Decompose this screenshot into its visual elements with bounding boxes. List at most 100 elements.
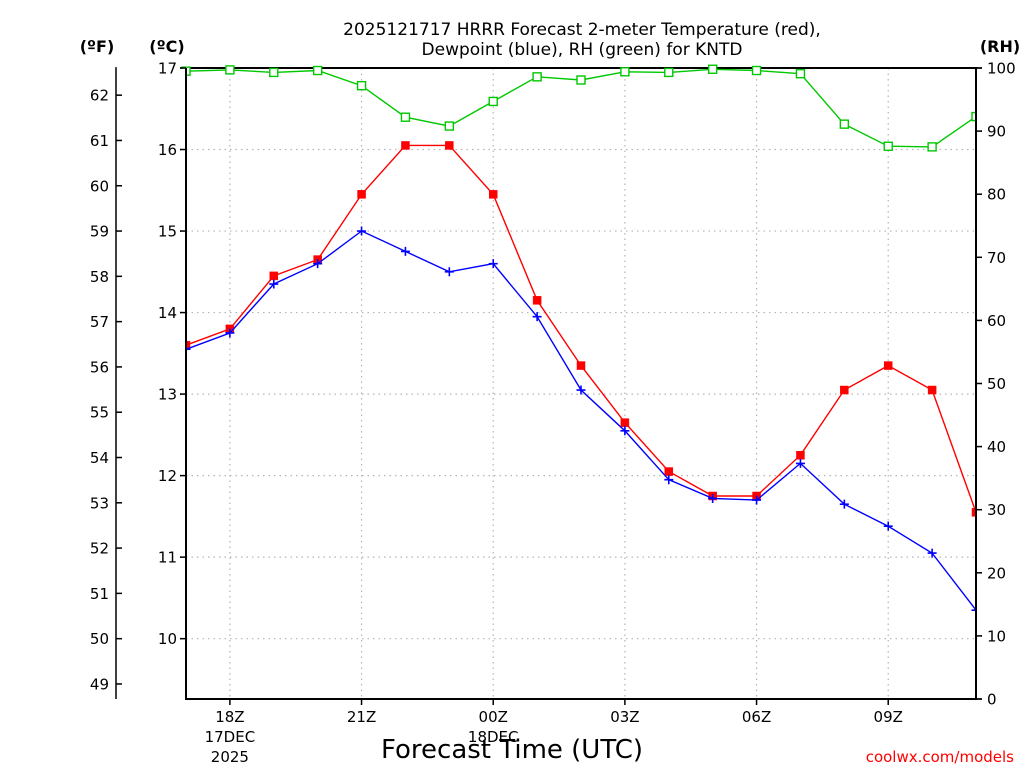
rh-tick-label: 10 bbox=[987, 627, 1006, 645]
temperature-point bbox=[927, 385, 937, 395]
x-tick-label: 18Z bbox=[215, 708, 244, 726]
dewpoint-point bbox=[400, 246, 410, 256]
fahrenheit-tick-label: 59 bbox=[90, 223, 109, 241]
fahrenheit-tick-label: 58 bbox=[90, 268, 109, 286]
fahrenheit-tick-label: 61 bbox=[90, 132, 109, 150]
dewpoint-point bbox=[532, 312, 542, 322]
temperature-point bbox=[488, 190, 498, 199]
rh-point bbox=[795, 68, 806, 79]
celsius-tick-label: 12 bbox=[158, 467, 177, 485]
temperature-point bbox=[883, 361, 893, 370]
dewpoint-point bbox=[620, 426, 630, 436]
temperature-point bbox=[796, 450, 805, 460]
rh-tick-label: 0 bbox=[987, 691, 997, 709]
rh-point bbox=[225, 65, 235, 75]
fahrenheit-tick-label: 50 bbox=[90, 630, 109, 648]
fahrenheit-tick-label: 60 bbox=[90, 177, 109, 195]
rh-tick-label: 100 bbox=[987, 60, 1016, 78]
temperature-point bbox=[269, 271, 279, 281]
fahrenheit-tick-label: 52 bbox=[90, 540, 109, 558]
rh-point bbox=[532, 72, 542, 82]
celsius-unit-label: (ºC) bbox=[149, 37, 184, 56]
rh-point bbox=[620, 67, 630, 77]
rh-point bbox=[751, 65, 762, 76]
temperature-point bbox=[576, 361, 586, 370]
x-tick-label: 18DEC bbox=[468, 728, 519, 746]
rh-tick-label: 50 bbox=[987, 375, 1006, 393]
dewpoint-point bbox=[927, 548, 937, 558]
fahrenheit-tick-label: 51 bbox=[90, 585, 109, 603]
series-layer bbox=[180, 64, 982, 700]
rh-tick-label: 20 bbox=[987, 564, 1006, 582]
rh-tick-label: 80 bbox=[987, 186, 1006, 204]
x-tick-label: 17DEC bbox=[205, 728, 256, 746]
dewpoint-point bbox=[576, 385, 586, 395]
rh-tick-label: 60 bbox=[987, 312, 1006, 330]
rh-tick-label: 30 bbox=[987, 501, 1006, 519]
celsius-tick-label: 13 bbox=[158, 386, 177, 404]
rh-point bbox=[488, 96, 498, 107]
dewpoint-line bbox=[185, 230, 977, 611]
fahrenheit-tick-label: 56 bbox=[90, 358, 109, 376]
rh-tick-label: 70 bbox=[987, 249, 1006, 267]
temperature-point bbox=[532, 296, 542, 305]
left-edge-mask bbox=[181, 69, 185, 698]
celsius-tick-label: 10 bbox=[158, 630, 177, 648]
dewpoint-point bbox=[708, 493, 718, 503]
x-tick-label: 21Z bbox=[347, 708, 376, 726]
rh-unit-label: (RH) bbox=[980, 37, 1020, 56]
credit-link[interactable]: coolwx.com/models bbox=[866, 748, 1014, 766]
fahrenheit-tick-label: 49 bbox=[90, 675, 109, 693]
fahrenheit-tick-label: 53 bbox=[90, 494, 109, 512]
plot-frame bbox=[185, 67, 977, 700]
celsius-tick-label: 16 bbox=[158, 141, 177, 159]
fahrenheit-unit-label: (ºF) bbox=[80, 37, 115, 56]
rh-point bbox=[839, 119, 850, 129]
dewpoint-point bbox=[488, 259, 498, 269]
x-tick-label: 03Z bbox=[610, 708, 639, 726]
rh-point bbox=[576, 75, 586, 85]
temperature-point bbox=[664, 467, 674, 476]
chart-title-line-2: Dewpoint (blue), RH (green) for KNTD bbox=[422, 40, 743, 60]
celsius-tick-label: 17 bbox=[158, 60, 177, 78]
x-tick-label: 00Z bbox=[479, 708, 508, 726]
dewpoint-point bbox=[357, 226, 367, 236]
celsius-tick-label: 14 bbox=[158, 304, 177, 322]
rh-tick-label: 90 bbox=[987, 123, 1006, 141]
x-tick-label: 2025 bbox=[211, 748, 249, 766]
rh-point bbox=[269, 67, 279, 78]
x-axis-title: Forecast Time (UTC) bbox=[381, 735, 643, 765]
dewpoint-point bbox=[225, 328, 235, 338]
fahrenheit-tick-label: 62 bbox=[90, 87, 109, 105]
tick-labels: 49 50 51 52 53 54 55 56 57 58 59 60 61 62 10 11 12 13 14 15… bbox=[90, 60, 1016, 767]
celsius-tick-label: 15 bbox=[158, 223, 177, 241]
temperature-line bbox=[185, 144, 977, 513]
fahrenheit-tick-label: 55 bbox=[90, 404, 109, 422]
dewpoint-point bbox=[313, 259, 323, 269]
rh-point bbox=[707, 64, 718, 74]
dewpoint-point bbox=[269, 279, 279, 289]
temperature-point bbox=[840, 385, 849, 395]
x-tick-label: 09Z bbox=[874, 708, 903, 726]
dewpoint-point bbox=[444, 267, 454, 277]
dewpoint-point bbox=[839, 499, 849, 509]
celsius-tick-label: 11 bbox=[158, 549, 177, 567]
rh-point bbox=[356, 80, 367, 91]
rh-point bbox=[883, 141, 893, 151]
chart-title-line-1: 2025121717 HRRR Forecast 2-meter Tempera… bbox=[343, 20, 821, 40]
x-tick-label: 06Z bbox=[742, 708, 771, 726]
rh-point bbox=[927, 142, 937, 152]
rh-point bbox=[664, 67, 674, 78]
rh-point bbox=[312, 65, 323, 76]
temperature-point bbox=[401, 141, 410, 150]
grid-lines bbox=[186, 67, 976, 699]
temperature-point bbox=[357, 190, 366, 199]
temperature-point bbox=[445, 141, 454, 150]
dewpoint-point bbox=[752, 495, 762, 505]
dewpoint-point bbox=[883, 521, 893, 531]
rh-tick-label: 40 bbox=[987, 438, 1006, 456]
fahrenheit-tick-label: 54 bbox=[90, 449, 109, 467]
rh-point bbox=[444, 121, 455, 131]
rh-point bbox=[400, 112, 411, 122]
